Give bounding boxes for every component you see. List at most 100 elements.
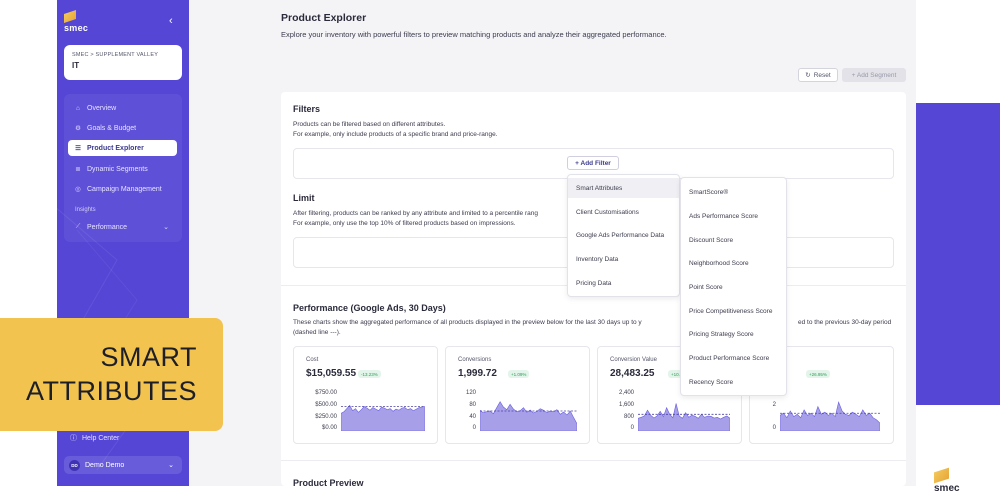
y-tick-label: 2 — [772, 402, 776, 408]
page-title: Product Explorer — [281, 12, 367, 24]
chevron-down-icon: ⌄ — [163, 224, 169, 231]
menu-item-smartscore[interactable]: SmartScore® — [689, 188, 729, 196]
menu-item-ads-performance-score[interactable]: Ads Performance Score — [689, 212, 759, 220]
y-tick-label: $250.00 — [315, 414, 337, 420]
y-tick-label: 0 — [472, 425, 476, 431]
performance-desc: These charts show the aggregated perform… — [293, 318, 894, 338]
y-axis-ticks: $750.00 $500.00 $250.00 $0.00 — [306, 390, 337, 431]
section-divider — [281, 460, 906, 461]
metric-delta-badge: +1.09% — [508, 370, 530, 378]
menu-item-discount-score[interactable]: Discount Score — [689, 236, 734, 244]
metric-series-area — [780, 401, 880, 431]
collapse-sidebar-icon[interactable]: ‹ — [169, 15, 173, 27]
y-tick-label: 0 — [630, 425, 634, 431]
sidebar-logo[interactable]: smec — [64, 10, 89, 33]
menu-item-point-score[interactable]: Point Score — [689, 283, 723, 291]
performance-desc-line: These charts show the aggregated perform… — [293, 318, 894, 328]
sidebar-item-dynamic-segments[interactable]: ≣ Dynamic Segments — [68, 161, 177, 177]
menu-item-inventory-data[interactable]: Inventory Data — [576, 255, 619, 263]
performance-title: Performance (Google Ads, 30 Days) — [293, 303, 446, 313]
banner-line: SMART — [100, 342, 197, 372]
nav-section-insights: Insights — [75, 207, 96, 213]
sidebar-item-campaign-management[interactable]: ◎ Campaign Management — [68, 181, 177, 197]
metric-delta-badge: +10.15% — [668, 370, 692, 378]
filters-desc-line: Products can be filtered based on differ… — [293, 121, 446, 128]
home-icon: ⌂ — [76, 104, 80, 112]
banner-line: ATTRIBUTES — [25, 376, 197, 406]
menu-item-product-performance-score[interactable]: Product Performance Score — [689, 354, 770, 362]
chevron-down-icon: ⌄ — [168, 462, 174, 469]
y-axis-ticks: 320 — [762, 390, 776, 431]
list-icon: ☰ — [75, 145, 81, 152]
page-subtitle: Explore your inventory with powerful fil… — [281, 30, 667, 39]
sidebar-item-overview[interactable]: ⌂ Overview — [68, 100, 177, 116]
sidebar-item-label: Campaign Management — [87, 185, 162, 193]
filter-category-menu: Smart Attributes Client Customisations G… — [567, 174, 680, 297]
metric-area-chart — [780, 401, 880, 431]
reset-icon: ↻ — [805, 72, 811, 79]
menu-item-price-competitiveness-score[interactable]: Price Competitiveness Score — [689, 307, 773, 315]
metric-value: $15,059.55 — [306, 368, 357, 379]
metric-delta-badge: +26.95% — [806, 370, 830, 378]
layers-icon: ≣ — [75, 166, 81, 173]
metric-area-chart — [341, 404, 425, 431]
sidebar-item-label: Dynamic Segments — [87, 165, 148, 173]
metric-area-chart — [480, 401, 577, 431]
y-tick-label: 800 — [623, 414, 634, 420]
gear-icon: ⚙ — [75, 125, 81, 132]
limit-title: Limit — [293, 193, 315, 203]
y-tick-label: 120 — [465, 390, 476, 396]
y-tick-label: 80 — [469, 402, 476, 408]
metric-series-area — [480, 401, 577, 431]
sidebar-item-goals-budget[interactable]: ⚙ Goals & Budget — [68, 120, 177, 136]
y-tick-label: 0 — [772, 425, 776, 431]
menu-item-smart-attributes[interactable]: Smart Attributes — [568, 178, 679, 198]
menu-item-client-customisations[interactable]: Client Customisations — [576, 208, 639, 216]
smart-attributes-submenu: SmartScore® Ads Performance Score Discou… — [680, 177, 787, 396]
logo-mark-icon — [934, 467, 949, 484]
y-axis-ticks: 2,400 1,600 800 0 — [610, 390, 634, 431]
menu-item-neighborhood-score[interactable]: Neighborhood Score — [689, 259, 749, 267]
metric-value: 28,483.25 — [610, 368, 655, 379]
help-center-link[interactable]: ⓘ Help Center — [70, 433, 119, 443]
logo-text: smec — [64, 23, 89, 33]
performance-desc-part: These charts show the aggregated perform… — [293, 319, 642, 326]
reset-label: Reset — [813, 71, 831, 79]
menu-item-google-ads-performance-data[interactable]: Google Ads Performance Data — [576, 231, 665, 239]
user-name: Demo Demo — [85, 461, 125, 469]
product-preview-title: Product Preview — [293, 478, 364, 488]
account-switcher[interactable]: SMEC > SUPPLEMENT VALLEY IT — [64, 45, 182, 80]
logo-mark-icon — [64, 10, 76, 23]
sidebar-item-performance[interactable]: ⟋ Performance ⌄ — [68, 219, 177, 235]
limit-desc-line: After filtering, products can be ranked … — [293, 210, 538, 217]
menu-item-pricing-strategy-score[interactable]: Pricing Strategy Score — [689, 330, 754, 338]
account-breadcrumb: SMEC > SUPPLEMENT VALLEY — [72, 52, 159, 58]
help-icon: ⓘ — [70, 435, 77, 442]
add-filter-button[interactable]: + Add Filter — [567, 156, 619, 170]
y-axis-ticks: 120 80 40 0 — [458, 390, 476, 431]
performance-desc-line: (dashed line ---). — [293, 329, 341, 336]
limit-desc-line: For example, only use the top 10% of fil… — [293, 220, 516, 227]
sidebar-item-label: Product Explorer — [87, 144, 144, 152]
metric-series-area — [638, 403, 730, 431]
y-tick-label: $750.00 — [315, 390, 337, 396]
sidebar-item-product-explorer[interactable]: ☰ Product Explorer — [68, 140, 177, 156]
limit-desc: After filtering, products can be ranked … — [293, 209, 538, 229]
help-center-label: Help Center — [82, 434, 120, 442]
reset-button[interactable]: ↻ Reset — [798, 68, 838, 82]
y-tick-label: 2,400 — [618, 390, 634, 396]
add-segment-button[interactable]: + Add Segment — [842, 68, 906, 82]
corner-logo: smec — [934, 467, 960, 494]
metric-label: Conversions — [458, 357, 492, 363]
metric-card: Cost $15,059.55 -13.23% $750.00 $500.00 $250.… — [293, 346, 438, 444]
avatar: DD — [69, 459, 80, 471]
menu-item-recency-score[interactable]: Recency Score — [689, 378, 734, 386]
user-menu[interactable]: DD Demo Demo ⌄ — [64, 456, 182, 474]
menu-item-pricing-data[interactable]: Pricing Data — [576, 279, 612, 287]
y-tick-label: $0.00 — [321, 425, 337, 431]
logo-text: smec — [934, 483, 960, 494]
sidebar-item-label: Overview — [87, 104, 117, 112]
performance-desc-part: ed to the previous 30-day period — [798, 319, 892, 326]
account-name: IT — [72, 61, 80, 70]
